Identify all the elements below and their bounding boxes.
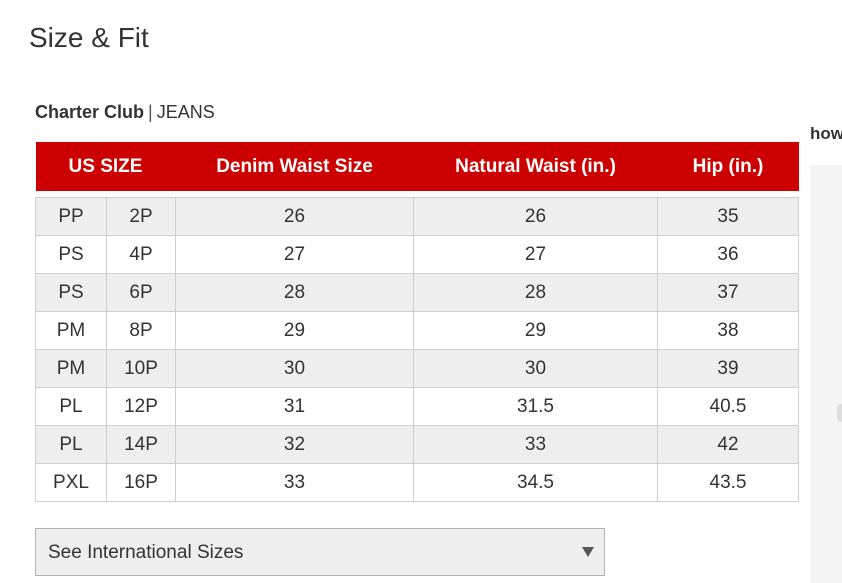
cell-hip: 39 [657, 349, 799, 388]
cell-denim-waist: 33 [175, 463, 414, 502]
header-hip: Hip (in.) [657, 142, 799, 191]
table-row: PS 6P 28 28 37 [35, 273, 799, 312]
cell-natural-waist: 31.5 [413, 387, 658, 426]
cell-natural-waist: 34.5 [413, 463, 658, 502]
brand-separator: | [148, 102, 153, 122]
cell-denim-waist: 27 [175, 235, 414, 274]
size-table-body: PP 2P 26 26 35 PS 4P 27 27 36 PS 6P 28 28 37 PM 8P 29 29 38… [35, 191, 799, 502]
international-sizes-dropdown[interactable]: See International Sizes [35, 528, 605, 576]
cell-hip: 43.5 [657, 463, 799, 502]
cell-hip: 35 [657, 197, 799, 236]
table-row: PXL 16P 33 34.5 43.5 [35, 463, 799, 502]
table-row: PP 2P 26 26 35 [35, 197, 799, 236]
cell-petite-size: 10P [106, 349, 176, 388]
cell-denim-waist: 32 [175, 425, 414, 464]
size-chart-table: US SIZE Denim Waist Size Natural Waist (… [35, 142, 799, 502]
cell-us-size: PL [35, 387, 107, 426]
cell-denim-waist: 29 [175, 311, 414, 350]
table-row: PS 4P 27 27 36 [35, 235, 799, 274]
product-category: JEANS [156, 102, 215, 122]
cell-us-size: PXL [35, 463, 107, 502]
table-row: PM 8P 29 29 38 [35, 311, 799, 350]
cell-denim-waist: 31 [175, 387, 414, 426]
cell-hip: 42 [657, 425, 799, 464]
cell-us-size: PM [35, 349, 107, 388]
brand-name: Charter Club [35, 102, 145, 122]
cell-petite-size: 2P [106, 197, 176, 236]
cell-petite-size: 14P [106, 425, 176, 464]
cell-petite-size: 16P [106, 463, 176, 502]
cell-us-size: PP [35, 197, 107, 236]
cell-natural-waist: 26 [413, 197, 658, 236]
cell-petite-size: 4P [106, 235, 176, 274]
cell-us-size: PL [35, 425, 107, 464]
cell-petite-size: 8P [106, 311, 176, 350]
cell-us-size: PM [35, 311, 107, 350]
header-us-size: US SIZE [35, 142, 176, 191]
carousel-arrow-icon[interactable] [837, 404, 842, 422]
cell-denim-waist: 26 [175, 197, 414, 236]
chevron-down-icon [582, 547, 594, 557]
table-row: PL 12P 31 31.5 40.5 [35, 387, 799, 426]
international-sizes-label: See International Sizes [48, 542, 244, 563]
cell-hip: 38 [657, 311, 799, 350]
header-denim-waist: Denim Waist Size [175, 142, 414, 191]
page-title: Size & Fit [29, 22, 149, 53]
cell-us-size: PS [35, 273, 107, 312]
table-header-row: US SIZE Denim Waist Size Natural Waist (… [35, 142, 799, 191]
table-row: PL 14P 32 33 42 [35, 425, 799, 464]
side-panel-heading: how [810, 124, 842, 143]
cell-natural-waist: 33 [413, 425, 658, 464]
brand-line: Charter Club | JEANS [35, 102, 215, 123]
cell-natural-waist: 29 [413, 311, 658, 350]
cell-natural-waist: 30 [413, 349, 658, 388]
header-natural-waist: Natural Waist (in.) [413, 142, 658, 191]
cell-petite-size: 6P [106, 273, 176, 312]
cell-natural-waist: 28 [413, 273, 658, 312]
cell-petite-size: 12P [106, 387, 176, 426]
cell-hip: 40.5 [657, 387, 799, 426]
side-panel [810, 165, 842, 583]
cell-denim-waist: 30 [175, 349, 414, 388]
cell-hip: 36 [657, 235, 799, 274]
cell-natural-waist: 27 [413, 235, 658, 274]
cell-us-size: PS [35, 235, 107, 274]
table-row: PM 10P 30 30 39 [35, 349, 799, 388]
cell-denim-waist: 28 [175, 273, 414, 312]
cell-hip: 37 [657, 273, 799, 312]
